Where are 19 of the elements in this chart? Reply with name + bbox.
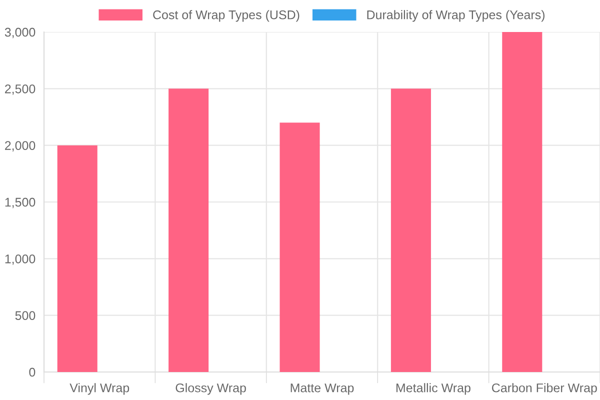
x-tick-label: Metallic Wrap (396, 383, 470, 395)
y-tick-label: 500 (15, 311, 36, 320)
y-tick-label: 1,500 (5, 198, 36, 208)
legend-label: Durability of Wrap Types (Years) (367, 10, 544, 22)
y-tick-label: 0 (29, 368, 36, 377)
y-tick-label: 3,000 (4, 28, 36, 38)
bar (390, 88, 431, 372)
bar (502, 32, 542, 372)
x-tick-label: Carbon Fiber Wrap (492, 383, 597, 395)
y-tick-label: 1,000 (5, 254, 36, 265)
x-tick-label: Vinyl Wrap (70, 383, 130, 395)
y-tick-label: 2,000 (5, 141, 36, 152)
bar (57, 145, 98, 372)
legend-label: Cost of Wrap Types (USD) (153, 10, 300, 22)
bar (280, 122, 320, 372)
x-tick-label: Glossy Wrap (176, 383, 246, 395)
bar (168, 88, 209, 372)
y-tick-label: 2,500 (5, 84, 36, 95)
x-tick-label: Matte Wrap (290, 384, 354, 395)
